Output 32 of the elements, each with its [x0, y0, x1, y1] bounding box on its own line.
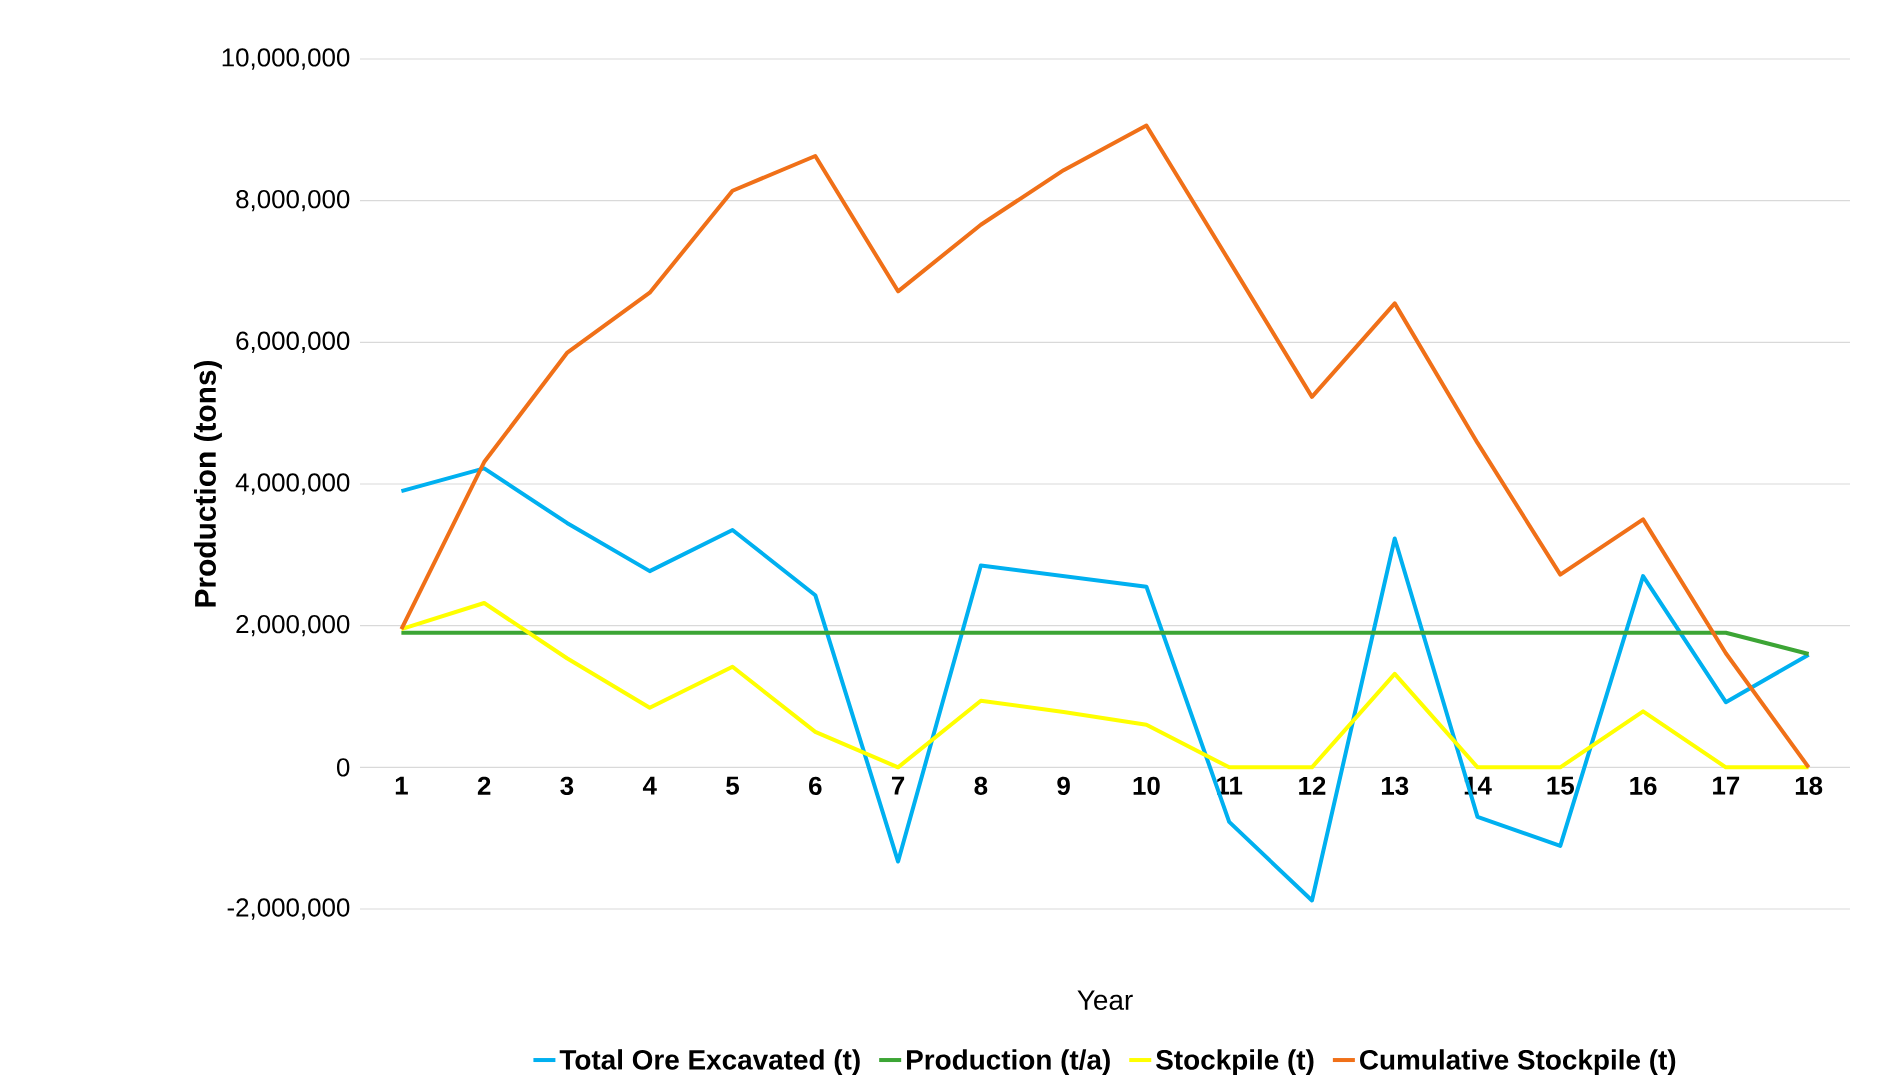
legend-label: Total Ore Excavated (t) [559, 1049, 860, 1075]
x-axis-title: Year [1077, 990, 1133, 1011]
x-tick-label: 10 [1133, 776, 1160, 796]
legend-label: Stockpile (t) [1156, 1049, 1314, 1075]
legend-label: Cumulative Stockpile (t) [1360, 1049, 1676, 1075]
y-tick-label: 8,000,000 [236, 190, 350, 212]
x-tick-label: 7 [891, 776, 905, 795]
x-tick-label: 3 [560, 776, 574, 796]
x-tick-label: 2 [477, 776, 491, 795]
x-tick-label: 5 [726, 776, 739, 795]
y-tick-label: -2,000,000 [227, 898, 350, 920]
y-tick-label: 0 [336, 758, 350, 777]
x-tick-label: 13 [1381, 776, 1409, 796]
x-tick-label: 11 [1217, 776, 1243, 795]
x-tick-label: 4 [642, 776, 657, 795]
x-tick-label: 8 [974, 776, 988, 796]
line-series [399, 601, 1811, 770]
x-tick-label: 12 [1299, 776, 1326, 795]
legend-label: Production (t/a) [907, 1049, 1110, 1075]
line-series [399, 123, 1811, 770]
x-tick-label: 1 [395, 776, 408, 795]
x-tick-label: 16 [1630, 776, 1657, 796]
x-tick-label: 15 [1547, 776, 1574, 795]
y-tick-label: 2,000,000 [236, 615, 350, 637]
x-tick-label: 6 [809, 776, 822, 796]
y-axis-title: Production (tons) [194, 361, 222, 607]
x-tick-label: 17 [1713, 776, 1740, 795]
y-tick-label: 4,000,000 [235, 473, 350, 495]
y-tick-label: 6,000,000 [236, 331, 350, 354]
y-tick-label: 10,000,000 [222, 48, 350, 70]
x-tick-label: 9 [1057, 776, 1070, 796]
x-tick-label: 18 [1795, 776, 1823, 796]
